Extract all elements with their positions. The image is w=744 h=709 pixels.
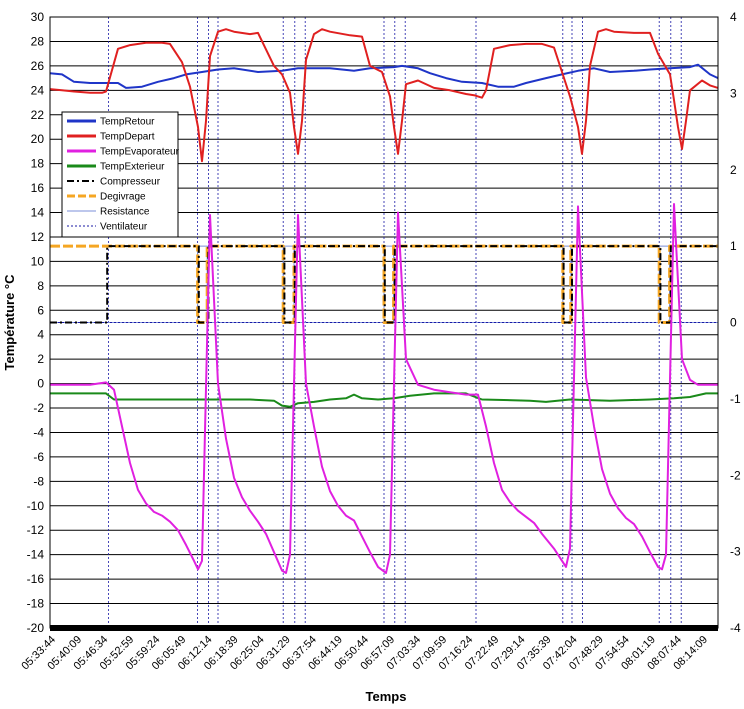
legend-label-tempretour: TempRetour bbox=[100, 117, 155, 128]
plot-bottom-bar bbox=[50, 625, 718, 631]
y-tick-label: 10 bbox=[31, 254, 45, 268]
y-tick-label: 24 bbox=[31, 83, 45, 97]
series-line-tempevaporateur bbox=[50, 203, 718, 574]
y-tick-label: 30 bbox=[31, 10, 45, 24]
legend-label-tempdepart: TempDepart bbox=[100, 132, 155, 143]
y-tick-label: 16 bbox=[31, 181, 45, 195]
legend-box bbox=[61, 111, 179, 238]
y2-tick-label: -4 bbox=[730, 621, 741, 635]
y2-axis-ticks: -4 -3 -2 -1 0 1 2 3 4 bbox=[730, 10, 741, 635]
y-tick-label: 6 bbox=[37, 303, 44, 317]
y-tick-label: 14 bbox=[31, 206, 45, 220]
y2-tick-label: 1 bbox=[730, 239, 737, 253]
y-tick-label: -16 bbox=[27, 572, 45, 586]
y2-tick-label: 4 bbox=[730, 10, 737, 24]
x-axis-title: Temps bbox=[366, 689, 407, 704]
y2-tick-label: -2 bbox=[730, 468, 741, 482]
y-tick-label: 26 bbox=[31, 59, 45, 73]
legend-label-ventilateur: Ventilateur bbox=[100, 222, 148, 233]
legend-label-degivrage: Degivrage bbox=[100, 192, 146, 203]
y-tick-label: 8 bbox=[37, 279, 44, 293]
y-tick-label: 20 bbox=[31, 132, 45, 146]
y-tick-label: -2 bbox=[33, 401, 44, 415]
legend-label-resistance: Resistance bbox=[100, 207, 150, 218]
series-line-tempretour bbox=[49, 63, 719, 89]
y-axis-title: Température °C bbox=[2, 274, 17, 371]
legend-label-tempexterieur: TempExterieur bbox=[100, 162, 165, 173]
y-tick-label: -20 bbox=[27, 621, 45, 635]
y-tick-label: -12 bbox=[27, 523, 45, 537]
y2-tick-label: 3 bbox=[730, 86, 737, 100]
y-axis-ticks: -20-18-16-14-12-10-8-6-4-202468101214161… bbox=[27, 10, 45, 635]
y-tick-label: 18 bbox=[31, 157, 45, 171]
y-tick-label: -14 bbox=[27, 548, 45, 562]
y-tick-label: 2 bbox=[37, 352, 44, 366]
y-tick-label: 28 bbox=[31, 34, 45, 48]
series-line-tempdepart bbox=[49, 28, 719, 163]
x-axis-ticks: 05:33:4405:40:0905:46:3405:52:5905:59:24… bbox=[19, 634, 710, 673]
legend-label-tempevaporateur: TempEvaporateur bbox=[100, 147, 180, 158]
y2-tick-label: -3 bbox=[730, 545, 741, 559]
series-group bbox=[49, 28, 719, 574]
series-line-tempexterieur bbox=[50, 392, 718, 408]
y2-tick-label: 0 bbox=[730, 316, 737, 330]
legend-label-compresseur: Compresseur bbox=[100, 177, 161, 188]
y2-tick-label: -1 bbox=[730, 392, 741, 406]
y-tick-label: 12 bbox=[31, 230, 45, 244]
y-tick-label: 22 bbox=[31, 108, 45, 122]
y-tick-label: 4 bbox=[37, 328, 44, 342]
y-tick-label: -4 bbox=[33, 425, 44, 439]
y-tick-label: 0 bbox=[37, 377, 44, 391]
y-tick-label: -10 bbox=[27, 499, 45, 513]
y-tick-label: -18 bbox=[27, 597, 45, 611]
y-tick-label: -6 bbox=[33, 450, 44, 464]
y-tick-label: -8 bbox=[33, 474, 44, 488]
y2-tick-label: 2 bbox=[730, 163, 737, 177]
series-line-resistance bbox=[50, 245, 718, 323]
legend: TempRetour TempDepart TempEvaporateur TempE… bbox=[61, 111, 180, 238]
series-line-compresseur bbox=[50, 245, 718, 324]
